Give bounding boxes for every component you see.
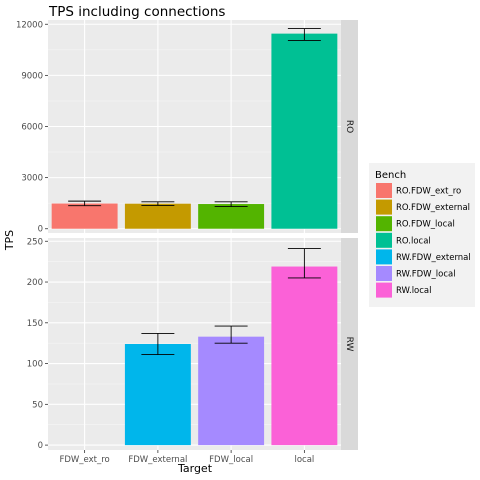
error-bar-RO.FDW_local [214,201,248,208]
y-tick-label: 250 [27,237,43,247]
legend-label: RW.local [396,286,432,296]
y-tick-label: 6000 [21,123,43,133]
legend-swatch [376,183,392,198]
legend-item: RO.FDW_local [376,216,455,232]
y-tick-label: 100 [27,360,43,370]
legend-swatch [376,232,392,248]
facet-panels: 0 3000 6000 9000 12000 RO 0 50 100 150 200 250 RW [16,20,358,451]
legend-label: RO.local [396,236,431,246]
legend-swatch [376,249,392,265]
facet-strip-label: RW [344,337,354,352]
facet-strip-label: RO [344,120,354,133]
facet-strip [341,20,358,233]
legend-title: Bench [375,170,406,181]
legend-item: RW.local [376,282,432,298]
x-tick-label: FDW_external [128,455,187,465]
bar-RW.local [271,266,338,446]
error-bar-RW.FDW_external [141,332,175,356]
legend-item: RO.FDW_ext_ro [376,183,461,198]
bar-RW.FDW_local [198,336,265,446]
legend-item: RW.FDW_local [376,266,456,281]
legend-item: RO.local [376,232,431,248]
y-tick-label: 0 [38,225,43,235]
panel-rw: 0 50 100 150 200 250 RW [27,237,358,451]
legend-label: RO.FDW_external [396,203,470,213]
chart-title: TPS including connections [48,4,225,20]
bar-RO.FDW_ext_ro [51,203,118,229]
legend-label: RO.FDW_ext_ro [396,187,461,197]
legend-swatch [376,266,392,281]
y-tick-label: 150 [27,319,43,329]
legend: Bench RO.FDW_ext_ro RO.FDW_external RO.FDW_… [369,163,475,307]
legend-swatch [376,199,392,215]
y-tick-label: 12000 [16,20,43,30]
x-tick-label: FDW_local [209,455,253,465]
y-tick-label: 3000 [21,174,43,184]
bar-RO.FDW_external [124,203,191,229]
bar-RO.FDW_local [198,204,265,229]
y-tick-label: 50 [32,400,43,410]
error-bar-RW.local [287,248,321,279]
legend-swatch [376,216,392,232]
y-tick-label: 0 [38,441,43,451]
x-tick-label: FDW_ext_ro [59,455,109,465]
facet-strip [341,238,358,450]
legend-label: RW.FDW_external [396,253,471,263]
x-tick-label: local [294,455,314,465]
y-tick-label: 9000 [21,71,43,81]
x-axis-title: Target [177,462,213,475]
legend-item: RW.FDW_external [376,249,471,265]
y-tick-label: 200 [27,278,43,288]
bar-RO.local [271,33,338,229]
legend-label: RO.FDW_local [396,220,455,230]
legend-swatch [376,282,392,298]
x-axis-ticks: FDW_ext_ro FDW_external FDW_local local [59,450,314,465]
bar-RW.FDW_external [124,344,191,446]
error-bar-RW.FDW_local [214,325,248,344]
legend-item: RO.FDW_external [376,199,470,215]
y-axis-title: TPS [3,230,16,251]
error-bar-RO.FDW_ext_ro [68,200,102,207]
legend-label: RW.FDW_local [396,270,456,280]
error-bar-RO.FDW_external [141,201,175,206]
panel-ro: 0 3000 6000 9000 12000 RO [16,20,358,235]
error-bar-RO.local [287,28,321,41]
